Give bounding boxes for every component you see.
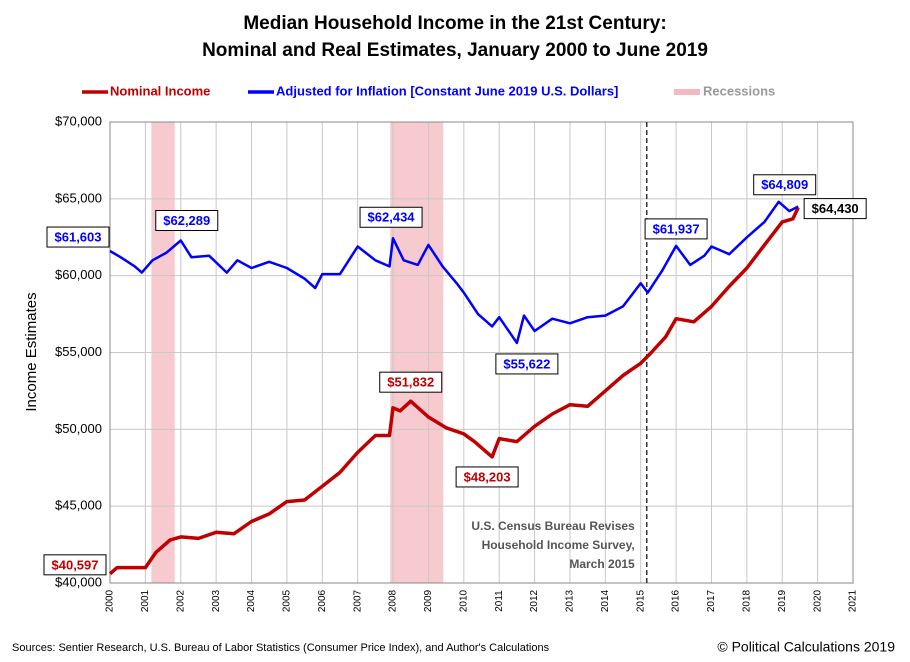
callout-label: $55,622 [503,356,550,371]
x-tick-label: 2000 [105,589,116,612]
x-tick-label: 2013 [565,589,576,612]
legend-label: Recessions [703,83,775,98]
callout: $48,203 [455,466,519,488]
callout-box [43,554,107,576]
x-tick-label: 2002 [175,589,186,612]
callout-box [644,218,708,240]
callout: $62,289 [155,209,219,231]
y-tick-label: $65,000 [55,190,102,205]
x-tick-label: 2011 [494,590,505,612]
x-tick-label: 2010 [458,589,469,612]
x-tick-label: 2015 [635,589,646,612]
legend-swatch [674,89,700,95]
callout-label: $48,203 [464,469,511,484]
x-tick-label: 2007 [352,589,363,612]
x-tick-label: 2021 [848,589,859,612]
callout-label: $64,430 [812,201,859,216]
callout-box [379,371,443,393]
callout-box [753,174,817,196]
legend-label: Adjusted for Inflation [Constant June 20… [276,83,618,98]
revision-note: Household Income Survey, [482,538,635,552]
callout: $62,434 [359,206,423,228]
source: Sources: Sentier Research, U.S. Bureau o… [12,642,550,654]
callout: $61,937 [644,218,708,240]
x-tick-label: 2005 [282,589,293,612]
plot-frame [109,121,854,584]
revision-note: U.S. Census Bureau Revises [471,519,635,533]
x-tick-label: 2004 [246,589,257,612]
callout-box [46,226,110,248]
callout-label: $61,603 [55,229,102,244]
x-tick-label: 2016 [671,589,682,612]
callout-label: $62,434 [368,210,416,225]
x-tick-label: 2012 [529,589,540,612]
revision-note: March 2015 [569,557,635,571]
copyright: © Political Calculations 2019 [717,639,895,655]
callout: $40,597 [43,554,107,576]
callout: $64,430 [803,198,867,220]
y-tick-label: $45,000 [55,498,102,513]
callout-label: $40,597 [52,557,99,572]
legend-label: Nominal Income [110,83,210,98]
x-tick-label: 2017 [706,589,717,612]
x-tick-label: 2018 [741,589,752,612]
y-axis-label: Income Estimates [23,292,40,411]
callout-label: $64,809 [761,177,808,192]
x-tick-label: 2009 [423,589,434,612]
series-line [109,200,799,345]
callout: $51,832 [379,371,443,393]
chart-title: Median Household Income in the 21st Cent… [243,13,666,34]
x-tick-label: 2019 [777,589,788,612]
y-tick-label: $60,000 [55,267,102,282]
x-tick-label: 2006 [317,589,328,612]
callout-box [155,209,219,231]
callout-box [495,353,559,375]
y-tick-label: $70,000 [55,113,102,128]
callout-label: $62,289 [163,213,210,228]
y-tick-label: $50,000 [55,421,102,436]
callout-box [359,206,423,228]
callout-box [803,198,867,220]
y-tick-label: $55,000 [55,344,102,359]
series-line [108,206,800,576]
callout: $64,809 [753,174,817,196]
x-tick-label: 2008 [388,589,399,612]
callout: $61,603 [46,226,110,248]
y-tick-label: $40,000 [55,574,102,589]
chart-title: Nominal and Real Estimates, January 2000… [202,40,708,61]
callout-label: $61,937 [653,221,700,236]
x-tick-label: 2014 [600,589,611,612]
x-tick-label: 2001 [140,589,151,612]
callout-box [455,466,519,488]
callout-label: $51,832 [387,375,434,390]
callout: $55,622 [495,353,559,375]
x-tick-label: 2003 [211,589,222,612]
x-tick-label: 2020 [812,589,823,612]
